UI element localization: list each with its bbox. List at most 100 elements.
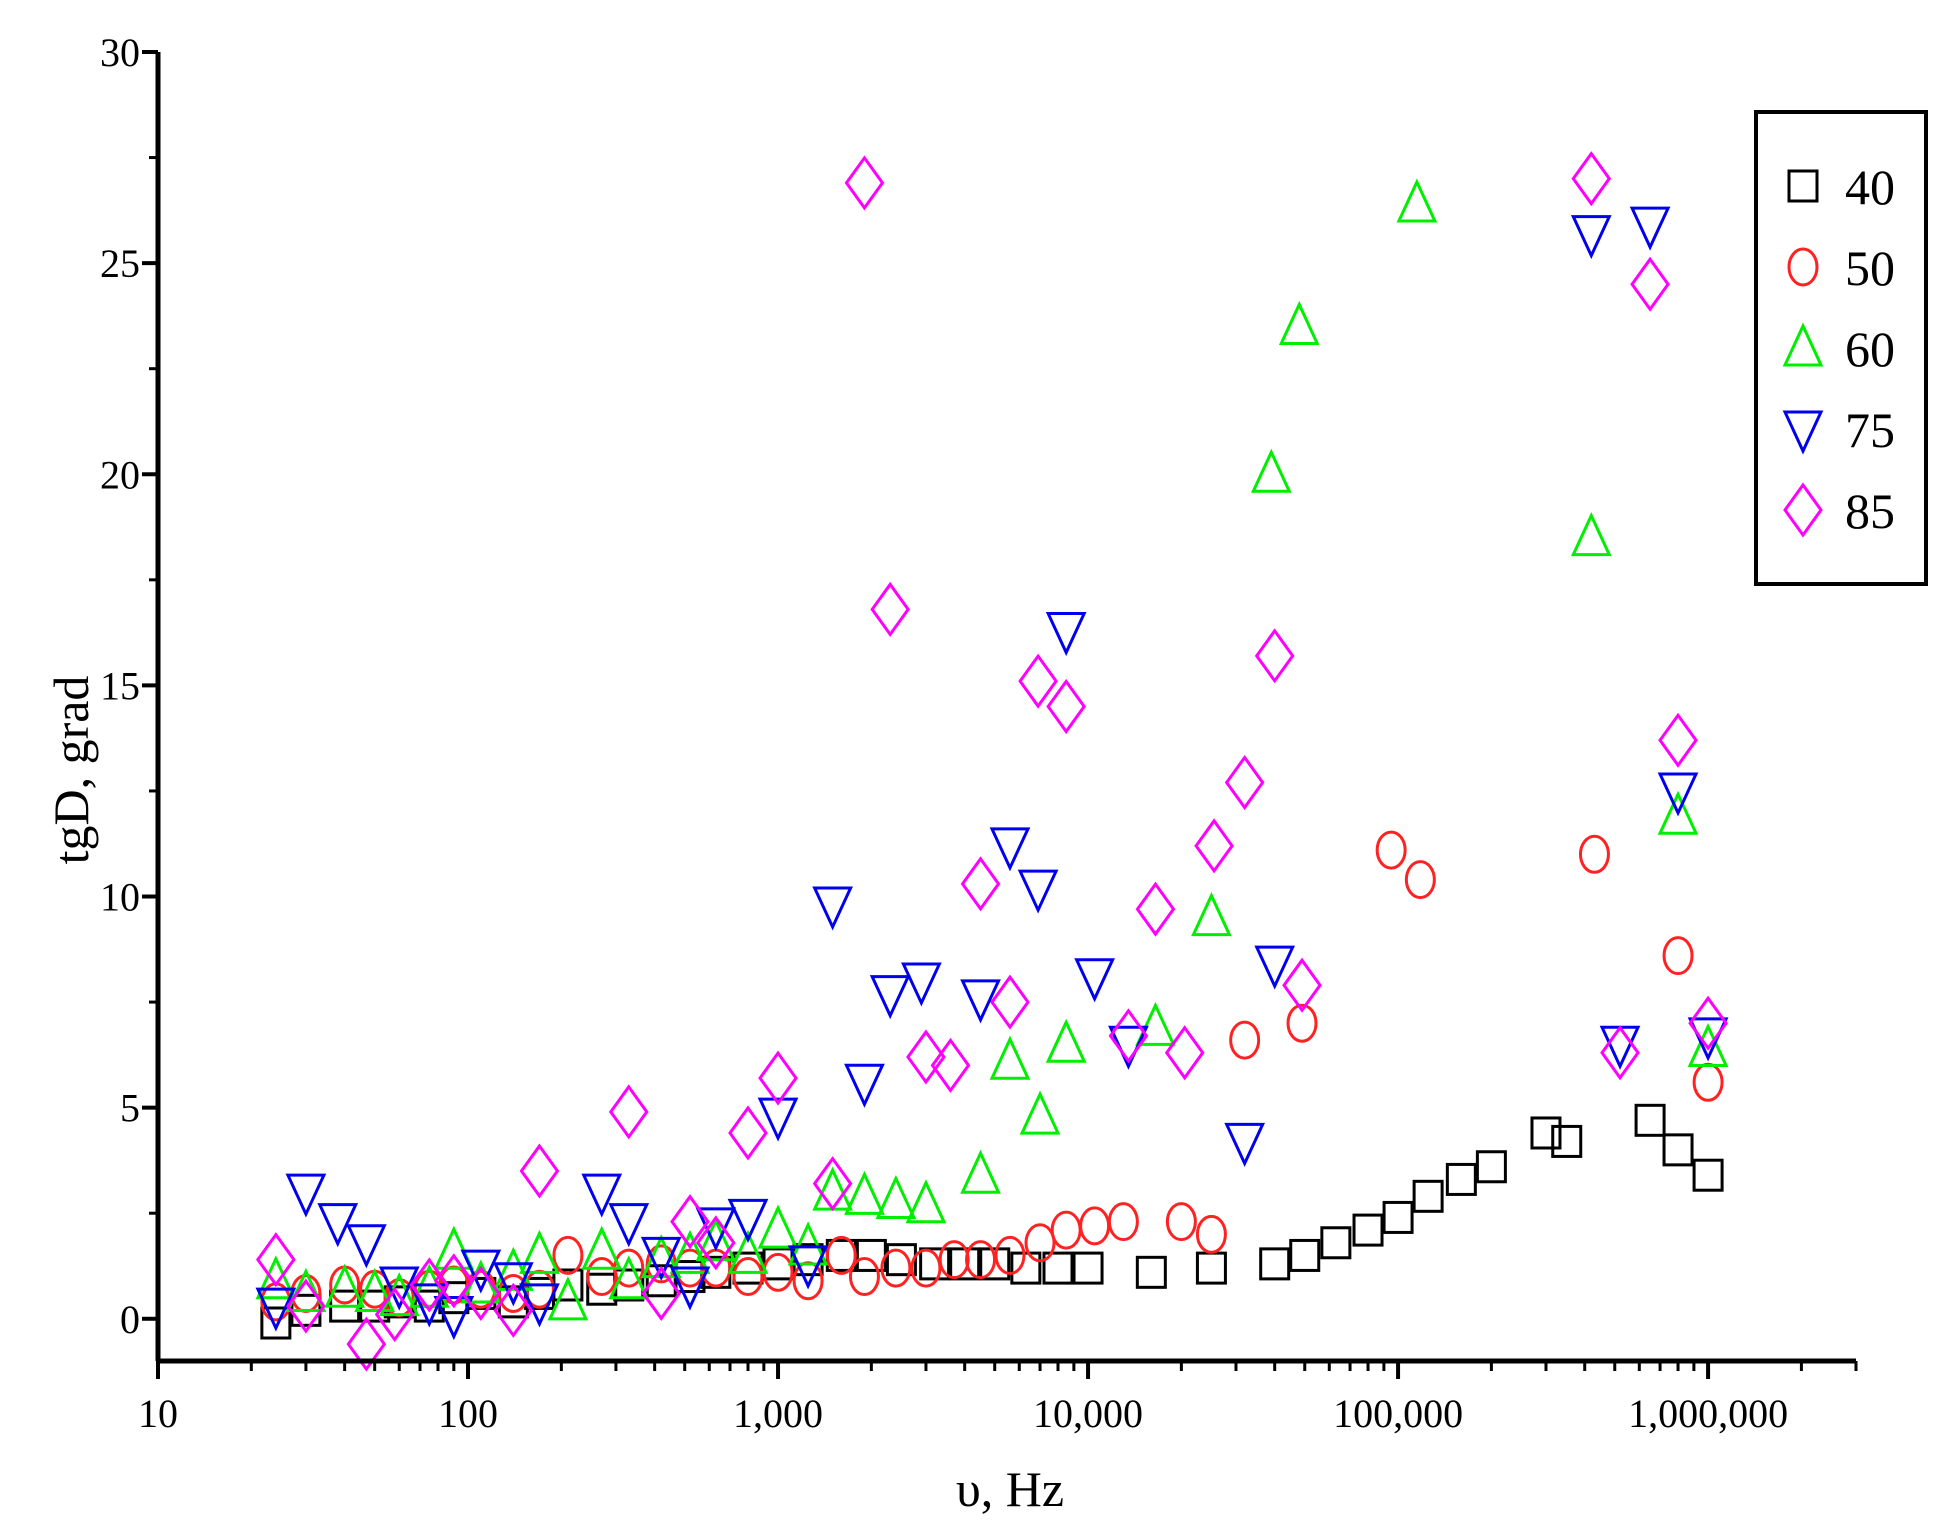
data-point: [1445, 1162, 1477, 1196]
data-point: [1042, 1251, 1074, 1285]
x-axis-title: υ, Hz: [956, 1461, 1064, 1517]
data-point: [1658, 712, 1698, 768]
data-point: [640, 1236, 682, 1282]
data-point: [581, 1225, 623, 1270]
data-point: [1250, 448, 1292, 493]
data-point: [1687, 1017, 1729, 1062]
series-75: [255, 206, 1729, 1341]
data-point: [757, 1097, 799, 1142]
data-point: [844, 1170, 885, 1215]
legend-marker: [1783, 482, 1823, 538]
data-point: [844, 1063, 885, 1108]
data-point: [461, 1265, 501, 1322]
data-point: [906, 1029, 946, 1085]
data-point: [880, 1248, 912, 1288]
data-point: [1404, 860, 1436, 900]
data-point: [1662, 936, 1694, 976]
data-point: [875, 1174, 917, 1220]
data-point: [960, 979, 1001, 1024]
data-point: [286, 1278, 326, 1334]
data-point: [1396, 178, 1438, 223]
y-tick-label: 20: [100, 452, 140, 497]
data-point: [728, 1105, 768, 1161]
data-point: [1289, 1238, 1321, 1272]
data-point: [433, 1225, 475, 1270]
data-point: [905, 1179, 947, 1224]
data-point: [727, 1229, 769, 1274]
data-point: [910, 1248, 942, 1288]
legend-marker: [1787, 169, 1819, 203]
data-point: [519, 1229, 560, 1274]
data-point: [1692, 1062, 1724, 1102]
data-point: [317, 1203, 359, 1248]
data-point: [1259, 1247, 1291, 1281]
data-point: [1017, 869, 1059, 914]
data-point: [260, 1306, 292, 1340]
data-point: [1224, 754, 1265, 811]
legend-label: 60: [1845, 321, 1895, 377]
data-point: [1191, 892, 1232, 937]
data-point: [1254, 628, 1295, 684]
data-point: [1634, 1103, 1666, 1137]
y-tick-label: 5: [120, 1086, 140, 1131]
legend-box: [1754, 110, 1928, 586]
axes: 10 100 1,000 10,000 100,000 1,000,000 0 5 10 15 20…: [100, 30, 1858, 1436]
data-point: [669, 1229, 711, 1274]
data-point: [285, 1267, 327, 1312]
data-point: [433, 1253, 474, 1309]
data-point: [1352, 1213, 1384, 1247]
data-point: [825, 1235, 857, 1275]
y-tick-label: 25: [100, 241, 140, 286]
data-point: [990, 974, 1030, 1030]
data-point: [547, 1276, 589, 1321]
legend-marker: [1782, 322, 1824, 367]
data-point: [641, 1265, 682, 1322]
data-point: [586, 1257, 618, 1297]
data-point: [1662, 1133, 1694, 1167]
data-point: [1375, 830, 1407, 870]
data-point: [1195, 1251, 1227, 1285]
legend-marker: [1787, 247, 1819, 287]
data-point: [1692, 1158, 1724, 1192]
data-point: [994, 1235, 1026, 1275]
data-point: [669, 1266, 711, 1311]
data-point: [758, 1050, 798, 1106]
data-point: [378, 1266, 420, 1311]
data-point: [1010, 1251, 1042, 1285]
data-point: [695, 1215, 736, 1271]
data-point: [1254, 945, 1296, 990]
data-point: [960, 856, 1001, 912]
data-point: [1629, 206, 1671, 251]
legend-label: 75: [1845, 402, 1895, 458]
data-point: [354, 1267, 396, 1312]
data-point: [1135, 1255, 1167, 1289]
data-point: [930, 1037, 971, 1093]
data-point: [255, 1255, 297, 1300]
series-60: [255, 178, 1729, 1321]
data-point: [812, 886, 853, 931]
data-point: [1412, 1179, 1444, 1213]
data-point: [787, 1221, 829, 1266]
data-point: [1630, 256, 1670, 312]
data-point: [1018, 653, 1058, 709]
data-point: [989, 827, 1031, 872]
y-tick-label: 0: [120, 1297, 140, 1342]
data-point: [608, 1203, 650, 1248]
data-point: [1045, 1018, 1087, 1063]
data-point: [1107, 1202, 1139, 1242]
data-point: [285, 1173, 327, 1218]
data-point: [670, 1194, 710, 1250]
data-point: [1229, 1020, 1261, 1060]
data-point: [965, 1240, 997, 1280]
data-point: [1224, 1122, 1266, 1168]
data-point: [1657, 790, 1699, 835]
data-point: [901, 962, 942, 1007]
legend-marker: [1782, 410, 1824, 455]
data-point: [1165, 1202, 1197, 1242]
data-point: [1286, 1003, 1318, 1043]
data-point: [256, 1232, 296, 1288]
data-point: [346, 1224, 387, 1269]
data-point: [581, 1173, 623, 1218]
data-point: [1164, 1025, 1205, 1081]
